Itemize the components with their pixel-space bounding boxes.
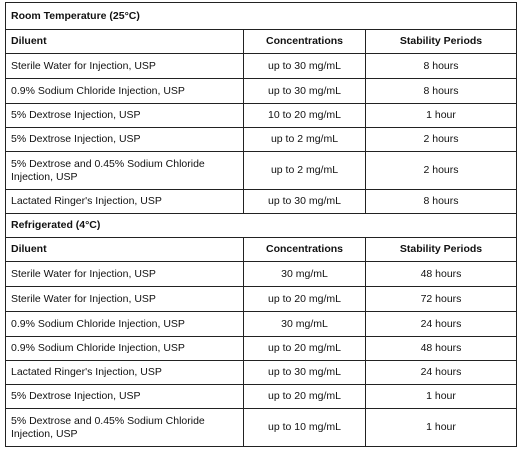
stability-cell: 2 hours <box>365 127 517 152</box>
table-row: 5% Dextrose and 0.45% Sodium Chloride In… <box>5 151 517 190</box>
header-row: Diluent Concentrations Stability Periods <box>5 29 517 54</box>
concentration-cell: up to 2 mg/mL <box>243 127 366 152</box>
table-row: 0.9% Sodium Chloride Injection, USP 30 m… <box>5 311 517 337</box>
stability-cell: 48 hours <box>365 336 517 361</box>
diluent-cell: 0.9% Sodium Chloride Injection, USP <box>5 336 244 361</box>
diluent-cell: 5% Dextrose Injection, USP <box>5 103 244 128</box>
stability-cell: 72 hours <box>365 286 517 312</box>
concentration-cell: 10 to 20 mg/mL <box>243 103 366 128</box>
stability-cell: 8 hours <box>365 53 517 79</box>
header-concentrations: Concentrations <box>243 237 366 262</box>
header-diluent: Diluent <box>5 237 244 262</box>
table-row: 5% Dextrose Injection, USP 10 to 20 mg/m… <box>5 103 517 128</box>
header-concentrations: Concentrations <box>243 29 366 54</box>
diluent-cell: Sterile Water for Injection, USP <box>5 286 244 312</box>
stability-cell: 24 hours <box>365 360 517 385</box>
diluent-cell: 5% Dextrose and 0.45% Sodium Chloride In… <box>5 151 244 190</box>
stability-cell: 8 hours <box>365 189 517 214</box>
table-row: 5% Dextrose Injection, USP up to 2 mg/mL… <box>5 127 517 152</box>
stability-cell: 1 hour <box>365 408 517 447</box>
section-title: Refrigerated (4°C) <box>5 213 517 238</box>
stability-table: Room Temperature (25°C) Diluent Concentr… <box>5 2 517 447</box>
concentration-cell: up to 20 mg/mL <box>243 384 366 409</box>
section-title-row: Room Temperature (25°C) <box>5 2 517 30</box>
concentration-cell: up to 20 mg/mL <box>243 336 366 361</box>
concentration-cell: up to 10 mg/mL <box>243 408 366 447</box>
section-title-row: Refrigerated (4°C) <box>5 213 517 238</box>
stability-cell: 8 hours <box>365 78 517 104</box>
diluent-cell: 5% Dextrose and 0.45% Sodium Chloride In… <box>5 408 244 447</box>
header-stability-periods: Stability Periods <box>365 29 517 54</box>
header-stability-periods: Stability Periods <box>365 237 517 262</box>
diluent-cell: 5% Dextrose Injection, USP <box>5 384 244 409</box>
diluent-cell: Lactated Ringer's Injection, USP <box>5 189 244 214</box>
table-row: Lactated Ringer's Injection, USP up to 3… <box>5 189 517 214</box>
concentration-cell: 30 mg/mL <box>243 311 366 337</box>
table-row: Sterile Water for Injection, USP 30 mg/m… <box>5 261 517 287</box>
section-title: Room Temperature (25°C) <box>5 2 517 30</box>
concentration-cell: up to 30 mg/mL <box>243 53 366 79</box>
diluent-cell: Lactated Ringer's Injection, USP <box>5 360 244 385</box>
concentration-cell: up to 2 mg/mL <box>243 151 366 190</box>
diluent-cell: 0.9% Sodium Chloride Injection, USP <box>5 78 244 104</box>
table-row: 0.9% Sodium Chloride Injection, USP up t… <box>5 78 517 104</box>
stability-cell: 2 hours <box>365 151 517 190</box>
diluent-cell: Sterile Water for Injection, USP <box>5 261 244 287</box>
header-row: Diluent Concentrations Stability Periods <box>5 237 517 262</box>
table-row: 0.9% Sodium Chloride Injection, USP up t… <box>5 336 517 361</box>
concentration-cell: up to 30 mg/mL <box>243 78 366 104</box>
table-row: 5% Dextrose and 0.45% Sodium Chloride In… <box>5 408 517 447</box>
table-row: Lactated Ringer's Injection, USP up to 3… <box>5 360 517 385</box>
stability-cell: 1 hour <box>365 103 517 128</box>
concentration-cell: up to 30 mg/mL <box>243 360 366 385</box>
diluent-cell: Sterile Water for Injection, USP <box>5 53 244 79</box>
concentration-cell: 30 mg/mL <box>243 261 366 287</box>
concentration-cell: up to 20 mg/mL <box>243 286 366 312</box>
table-row: 5% Dextrose Injection, USP up to 20 mg/m… <box>5 384 517 409</box>
diluent-cell: 5% Dextrose Injection, USP <box>5 127 244 152</box>
header-diluent: Diluent <box>5 29 244 54</box>
table-row: Sterile Water for Injection, USP up to 2… <box>5 286 517 312</box>
stability-cell: 24 hours <box>365 311 517 337</box>
stability-cell: 48 hours <box>365 261 517 287</box>
stability-cell: 1 hour <box>365 384 517 409</box>
diluent-cell: 0.9% Sodium Chloride Injection, USP <box>5 311 244 337</box>
concentration-cell: up to 30 mg/mL <box>243 189 366 214</box>
table-row: Sterile Water for Injection, USP up to 3… <box>5 53 517 79</box>
